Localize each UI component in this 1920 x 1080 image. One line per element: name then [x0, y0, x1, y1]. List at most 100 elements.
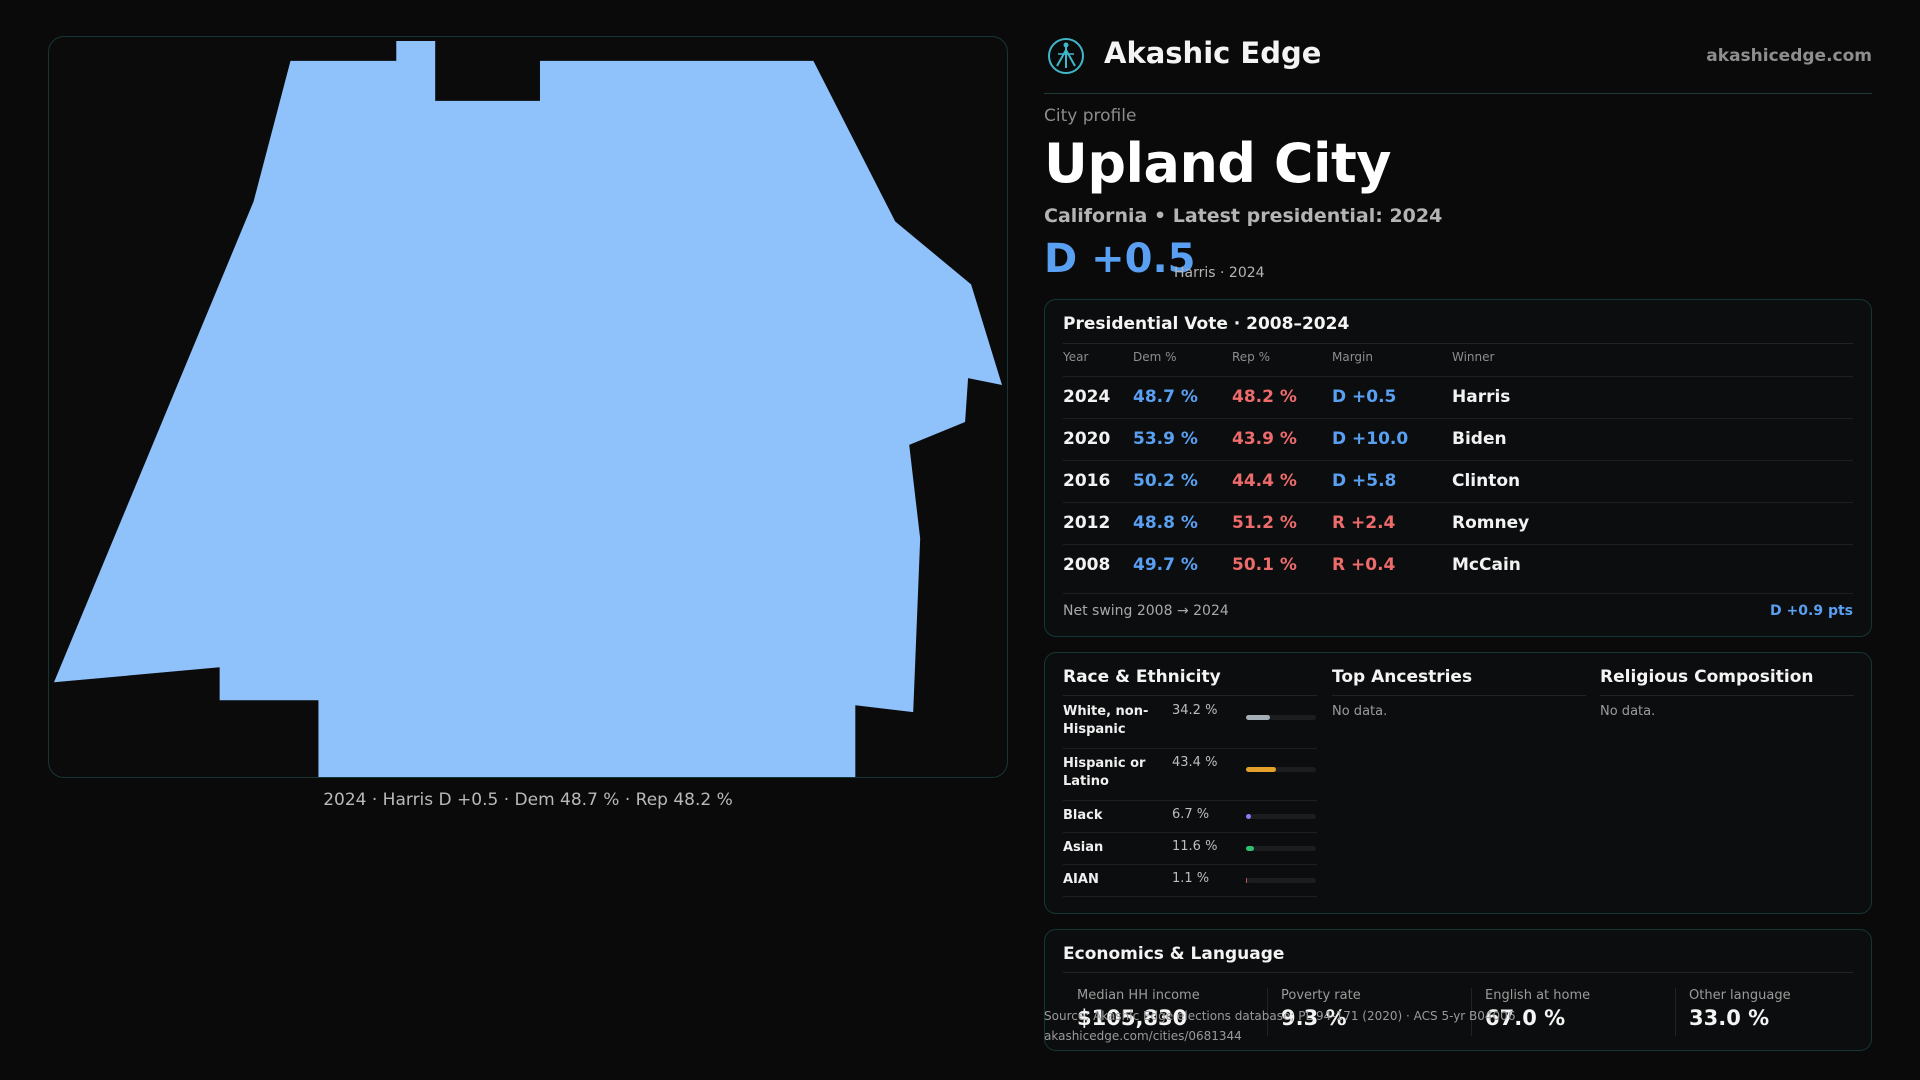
- race-pct: 6.7 %: [1172, 807, 1210, 822]
- race-pct: 1.1 %: [1172, 871, 1210, 886]
- demographics-card: Race & Ethnicity White, non-Hispanic 34.…: [1044, 652, 1872, 914]
- table-row[interactable]: 2020 53.9 % 43.9 % D +10.0 Biden: [1063, 418, 1853, 460]
- cell-rep: 43.9 %: [1232, 429, 1297, 449]
- race-name: Asian: [1063, 840, 1104, 855]
- divider: [1063, 972, 1853, 973]
- stat-label: Other language: [1689, 988, 1791, 1003]
- table-row[interactable]: 2024 48.7 % 48.2 % D +0.5 Harris: [1063, 376, 1853, 418]
- cell-winner: Biden: [1452, 429, 1507, 449]
- stat-label: English at home: [1485, 988, 1591, 1003]
- cell-margin: D +10.0: [1332, 429, 1409, 449]
- divider: [1063, 343, 1853, 344]
- brand-url[interactable]: akashicedge.com: [1706, 46, 1872, 66]
- cell-margin: D +0.5: [1332, 387, 1397, 407]
- race-row: Black 6.7 %: [1063, 801, 1317, 833]
- cell-dem: 53.9 %: [1133, 429, 1198, 449]
- table-row[interactable]: 2008 49.7 % 50.1 % R +0.4 McCain: [1063, 544, 1853, 586]
- race-bar-fill: [1246, 767, 1277, 772]
- map-caption: 2024 · Harris D +0.5 · Dem 48.7 % · Rep …: [323, 790, 733, 810]
- cell-year: 2020: [1063, 429, 1111, 449]
- cell-year: 2008: [1063, 555, 1111, 575]
- stat-value: $105,830: [1077, 1006, 1188, 1030]
- stat-label: Poverty rate: [1281, 988, 1361, 1003]
- brand-name[interactable]: Akashic Edge: [1104, 36, 1322, 70]
- race-bar-fill: [1246, 846, 1255, 851]
- race-pct: 34.2 %: [1172, 703, 1218, 718]
- cell-rep: 50.1 %: [1232, 555, 1297, 575]
- stat-label: Median HH income: [1077, 988, 1200, 1003]
- source-text: Source: Akashic Edge elections database;…: [1044, 1009, 1516, 1023]
- race-pct: 11.6 %: [1172, 839, 1218, 854]
- race-row: White, non-Hispanic 34.2 %: [1063, 697, 1317, 749]
- net-swing-label: Net swing 2008 → 2024: [1063, 603, 1229, 619]
- net-swing-value: D +0.9 pts: [1770, 603, 1853, 619]
- latest-margin: D +0.5: [1044, 236, 1196, 282]
- race-name: Hispanic or Latino: [1063, 756, 1146, 789]
- profile-eyebrow: City profile: [1044, 106, 1137, 126]
- cell-margin: R +0.4: [1332, 555, 1396, 575]
- cell-dem: 50.2 %: [1133, 471, 1198, 491]
- presidential-vote-card: Presidential Vote · 2008–2024 Year Dem %…: [1044, 299, 1872, 637]
- source-note: Source: Akashic Edge elections database;…: [1044, 1006, 1515, 1046]
- cell-winner: Romney: [1452, 513, 1530, 533]
- stat-value: 9.3 %: [1281, 1006, 1347, 1030]
- race-name: White, non-Hispanic: [1063, 704, 1149, 737]
- table-row[interactable]: 2016 50.2 % 44.4 % D +5.8 Clinton: [1063, 460, 1853, 502]
- race-bar-fill: [1246, 878, 1247, 883]
- divider: [1267, 988, 1268, 1036]
- race-bar: [1246, 814, 1316, 819]
- cell-year: 2024: [1063, 387, 1111, 407]
- cell-dem: 48.7 %: [1133, 387, 1198, 407]
- divider: [1675, 988, 1676, 1036]
- race-row: AIAN 1.1 %: [1063, 865, 1317, 897]
- header-margin: Margin: [1332, 350, 1373, 364]
- race-bar: [1246, 767, 1316, 772]
- cell-margin: R +2.4: [1332, 513, 1396, 533]
- religion-title: Religious Composition: [1600, 667, 1814, 687]
- header-year: Year: [1063, 350, 1089, 364]
- vote-card-title: Presidential Vote · 2008–2024: [1063, 314, 1350, 334]
- cell-year: 2016: [1063, 471, 1111, 491]
- divider: [1332, 695, 1586, 696]
- cell-year: 2012: [1063, 513, 1111, 533]
- cell-rep: 44.4 %: [1232, 471, 1297, 491]
- latest-margin-note: Harris · 2024: [1174, 265, 1265, 281]
- tree-emblem-icon[interactable]: [1046, 36, 1086, 76]
- brand-header: Akashic Edge akashicedge.com: [1044, 28, 1872, 94]
- cell-rep: 51.2 %: [1232, 513, 1297, 533]
- economics-title: Economics & Language: [1063, 944, 1285, 964]
- divider: [1063, 695, 1317, 696]
- city-subtitle: California • Latest presidential: 2024: [1044, 205, 1443, 227]
- race-row: Hispanic or Latino 43.4 %: [1063, 749, 1317, 801]
- race-bar-fill: [1246, 814, 1251, 819]
- divider: [1471, 988, 1472, 1036]
- cell-dem: 49.7 %: [1133, 555, 1198, 575]
- race-bar-fill: [1246, 715, 1270, 720]
- table-row[interactable]: 2012 48.8 % 51.2 % R +2.4 Romney: [1063, 502, 1853, 544]
- race-bar: [1246, 846, 1316, 851]
- page-title: Upland City: [1044, 132, 1392, 195]
- cell-rep: 48.2 %: [1232, 387, 1297, 407]
- divider: [1600, 695, 1854, 696]
- race-pct: 43.4 %: [1172, 755, 1218, 770]
- ancestry-empty: No data.: [1332, 704, 1388, 719]
- city-boundary-shape[interactable]: [53, 40, 1003, 777]
- cell-winner: Harris: [1452, 387, 1511, 407]
- stat-value: 33.0 %: [1689, 1006, 1770, 1030]
- header-winner: Winner: [1452, 350, 1495, 364]
- city-boundary-svg: [53, 40, 1003, 777]
- source-link[interactable]: akashicedge.com/cities/0681344: [1044, 1029, 1242, 1043]
- cell-winner: McCain: [1452, 555, 1521, 575]
- cell-winner: Clinton: [1452, 471, 1521, 491]
- header-dem: Dem %: [1133, 350, 1177, 364]
- net-swing-row: Net swing 2008 → 2024 D +0.9 pts: [1063, 593, 1853, 629]
- city-boundary-map[interactable]: [48, 36, 1008, 778]
- race-bar: [1246, 878, 1316, 883]
- economics-card: Economics & Language Median HH income $1…: [1044, 929, 1872, 1051]
- header-rep: Rep %: [1232, 350, 1271, 364]
- cell-margin: D +5.8: [1332, 471, 1397, 491]
- race-name: Black: [1063, 808, 1103, 823]
- race-row: Asian 11.6 %: [1063, 833, 1317, 865]
- race-bar: [1246, 715, 1316, 720]
- stat-value: 67.0 %: [1485, 1006, 1566, 1030]
